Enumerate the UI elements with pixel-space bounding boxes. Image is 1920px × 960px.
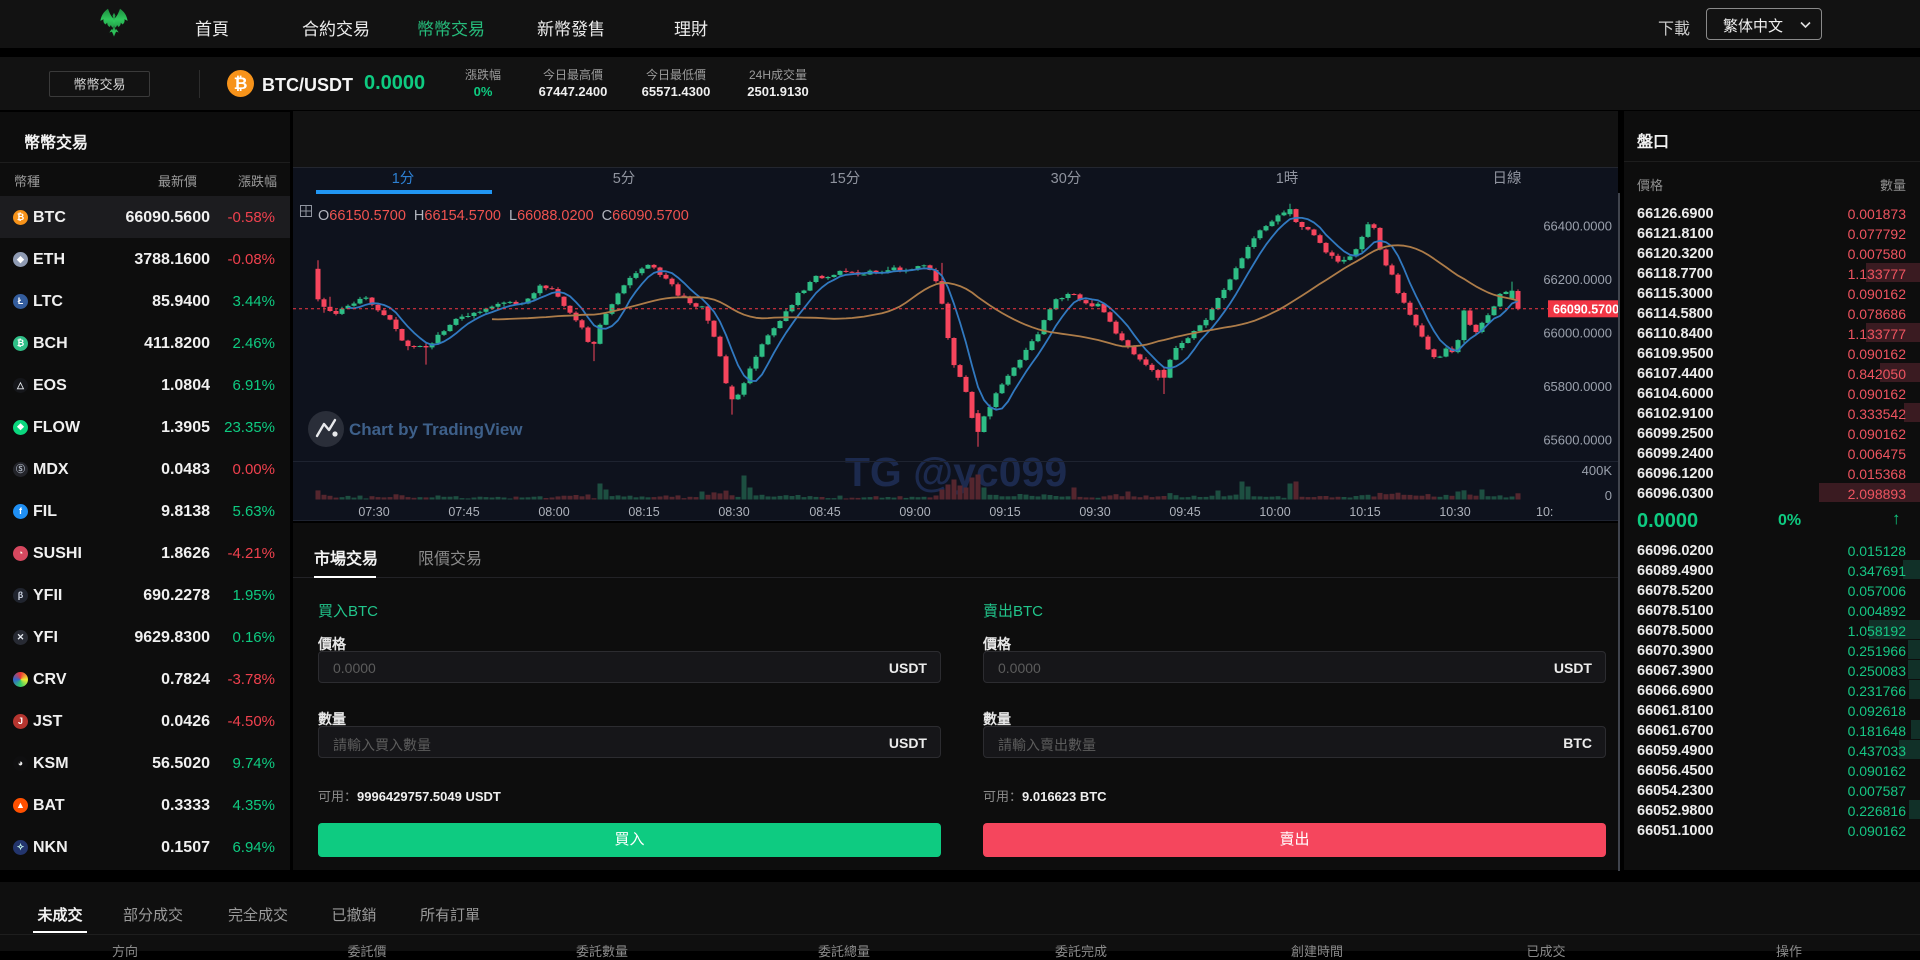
svg-text:10:: 10:	[1536, 505, 1553, 519]
svg-text:66090.5700: 66090.5700	[1553, 302, 1618, 316]
svg-text:10:15: 10:15	[1349, 505, 1380, 519]
svg-text:09:45: 09:45	[1169, 505, 1200, 519]
svg-text:07:30: 07:30	[358, 505, 389, 519]
svg-text:09:15: 09:15	[989, 505, 1020, 519]
svg-text:65600.0000: 65600.0000	[1543, 433, 1612, 448]
svg-text:66000.0000: 66000.0000	[1543, 326, 1612, 341]
svg-text:66400.0000: 66400.0000	[1543, 219, 1612, 234]
svg-text:30分: 30分	[1051, 170, 1082, 187]
svg-text:08:00: 08:00	[538, 505, 569, 519]
svg-text:400K: 400K	[1582, 463, 1613, 478]
svg-text:5分: 5分	[613, 170, 636, 187]
svg-text:08:45: 08:45	[809, 505, 840, 519]
svg-text:15分: 15分	[830, 170, 861, 187]
svg-text:10:30: 10:30	[1439, 505, 1470, 519]
svg-text:1分: 1分	[392, 170, 415, 187]
svg-text:10:00: 10:00	[1259, 505, 1290, 519]
svg-text:65800.0000: 65800.0000	[1543, 379, 1612, 394]
svg-text:07:45: 07:45	[448, 505, 479, 519]
svg-text:1時: 1時	[1276, 170, 1299, 187]
svg-text:Chart by TradingView: Chart by TradingView	[349, 420, 523, 439]
svg-text:09:00: 09:00	[899, 505, 930, 519]
svg-text:09:30: 09:30	[1079, 505, 1110, 519]
svg-text:08:15: 08:15	[628, 505, 659, 519]
svg-text:08:30: 08:30	[718, 505, 749, 519]
svg-text:日線: 日線	[1493, 170, 1522, 187]
svg-text:0: 0	[1605, 488, 1612, 503]
svg-text:66200.0000: 66200.0000	[1543, 272, 1612, 287]
